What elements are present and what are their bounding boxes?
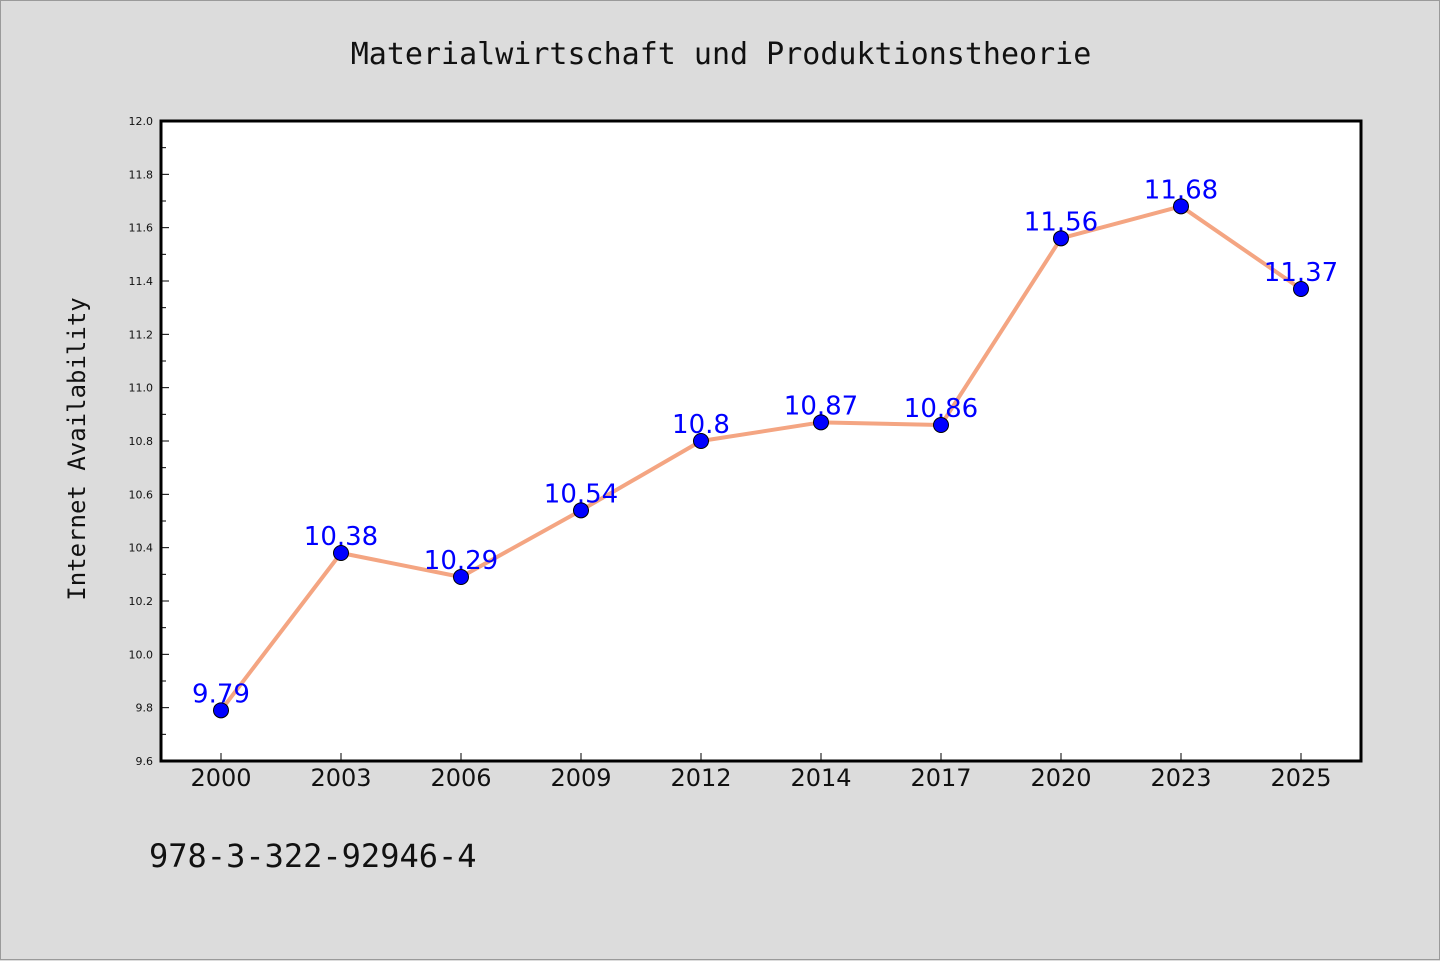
y-tick-label: 9.8 [136, 702, 154, 715]
data-label: 10.8 [672, 410, 730, 440]
data-point [1293, 281, 1309, 297]
x-tick-label: 2006 [430, 764, 491, 792]
series-line [219, 204, 1303, 712]
x-tick-label: 2012 [670, 764, 731, 792]
data-label: 10.29 [424, 546, 498, 576]
y-axis: 9.6 9.8 10.0 10.2 10.4 10.6 10.8 11.0 11.2 11.4 11… [129, 115, 169, 768]
x-tick-label: 2017 [910, 764, 971, 792]
data-label: 10.54 [544, 479, 618, 509]
plot-area [159, 119, 1363, 763]
data-label: 11.68 [1144, 175, 1218, 205]
y-tick-label: 10.8 [129, 435, 154, 448]
x-tick-label: 2025 [1270, 764, 1331, 792]
x-tick-label: 2023 [1150, 764, 1211, 792]
y-axis-label: Internet Availability [63, 297, 91, 600]
y-tick-label: 9.6 [136, 755, 154, 768]
y-tick-label: 11.2 [129, 328, 154, 341]
x-tick-label: 2000 [190, 764, 251, 792]
y-tick-label: 11.8 [129, 168, 154, 181]
data-point [1053, 230, 1069, 247]
data-label: 10.86 [904, 394, 978, 424]
y-tick-label: 12.0 [129, 115, 154, 128]
y-tick-label: 11.6 [129, 222, 154, 235]
data-point [933, 417, 949, 433]
data-label: 11.56 [1024, 207, 1098, 237]
y-tick-label: 10.0 [129, 648, 154, 661]
data-label: 10.38 [304, 522, 378, 552]
y-tick-label: 11.4 [129, 275, 154, 288]
isbn-footer: 978-3-322-92946-4 [149, 837, 477, 875]
data-point [213, 702, 229, 719]
data-point [1173, 198, 1189, 215]
y-tick-label: 10.4 [129, 542, 154, 555]
x-tick-label: 2003 [310, 764, 371, 792]
data-label: 10.87 [784, 391, 858, 421]
data-point [333, 545, 349, 561]
data-point [813, 414, 829, 431]
data-point [453, 569, 469, 585]
x-tick-label: 2020 [1030, 764, 1091, 792]
series-layer: 9.79 10.38 10.29 10.54 10.8 10.87 10.86 11.56 11… [192, 175, 1338, 719]
x-axis: 2000 2003 2006 2009 2012 2014 2017 2020 2023 2025 [190, 753, 1332, 792]
chart-title: Materialwirtschaft und Produktionstheori… [351, 37, 1092, 72]
data-label: 9.79 [192, 679, 250, 709]
x-tick-label: 2009 [550, 764, 611, 792]
data-point [693, 433, 709, 449]
data-label: 11.37 [1264, 258, 1338, 288]
y-tick-label: 11.0 [129, 382, 154, 395]
data-point [573, 502, 589, 519]
x-tick-label: 2014 [790, 764, 851, 792]
y-tick-label: 10.2 [129, 595, 154, 608]
y-tick-label: 10.6 [129, 488, 154, 501]
